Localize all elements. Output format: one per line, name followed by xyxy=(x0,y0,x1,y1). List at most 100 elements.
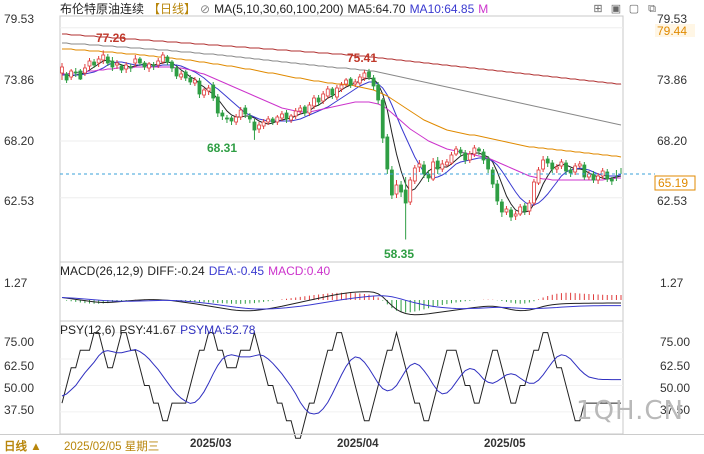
candle-body xyxy=(367,71,371,78)
candle-body xyxy=(192,79,197,84)
candle-body xyxy=(545,158,550,164)
period-toggle-button[interactable]: 日线 ▲ xyxy=(4,441,42,453)
candle-body xyxy=(275,116,280,123)
instrument-name: 布伦特原油连续 xyxy=(60,2,145,16)
bottom-bar: 日线 ▲ 2025/02/05 星期三 2025/03 2025/04 2025… xyxy=(0,434,704,454)
price-header: 布伦特原油连续 【日线】 ⊘ MA(5,10,30,60,100,200) MA5:64… xyxy=(60,1,492,17)
candle-body xyxy=(289,115,293,121)
month-label: 2025/05 xyxy=(484,438,526,450)
macd-left-tick: 1.27 xyxy=(4,276,28,290)
candle-body xyxy=(188,77,193,83)
more-indicator[interactable]: M xyxy=(478,2,489,16)
ma10-value: MA10:64.85 xyxy=(409,2,475,16)
candle-body xyxy=(293,110,298,117)
candle-body xyxy=(124,64,129,70)
candle-body xyxy=(426,173,431,179)
left-price-tick: 68.20 xyxy=(4,134,34,148)
candle-body xyxy=(252,121,257,131)
candle-body xyxy=(270,118,275,123)
candle-body xyxy=(243,107,248,115)
candle-body xyxy=(115,62,119,66)
annotation-high-2: 75.41 xyxy=(347,51,377,65)
candle-body xyxy=(247,115,252,120)
candle-body xyxy=(96,58,101,64)
candle-body xyxy=(371,77,376,87)
candle-body xyxy=(490,169,495,185)
candle-body xyxy=(522,205,527,212)
settings-gear-icon[interactable]: ⊘ xyxy=(200,2,211,16)
candle-body xyxy=(467,153,472,161)
psy-psyma-line xyxy=(61,348,621,415)
candle-body xyxy=(87,60,92,67)
candle-body xyxy=(142,62,147,68)
macd-dea: DEA:-0.45 xyxy=(208,264,265,278)
ma-line-ma200 xyxy=(62,33,621,85)
candle-body xyxy=(105,56,110,64)
macd-dea-line xyxy=(61,295,621,310)
candle-body xyxy=(513,213,518,217)
current-price-badge xyxy=(654,175,696,191)
candle-body xyxy=(64,73,69,81)
psy-psy-line xyxy=(61,330,621,439)
candle-body xyxy=(69,70,74,78)
candle-body xyxy=(573,165,578,173)
psy-right-tick: 75.00 xyxy=(660,335,690,349)
candle-body xyxy=(215,96,220,114)
candle-body xyxy=(449,154,454,164)
candle-body xyxy=(472,147,477,155)
right-top-badge-text: 79.44 xyxy=(657,24,687,38)
psy-layer xyxy=(60,330,623,439)
candle-body xyxy=(577,163,582,167)
month-label: 2025/03 xyxy=(190,438,232,450)
psyma-value: PSYMA:52.78 xyxy=(180,323,256,337)
candle-body xyxy=(417,163,422,168)
candle-body xyxy=(454,148,458,155)
left-price-tick: 79.53 xyxy=(4,12,34,26)
expand-icon[interactable]: ⊞ xyxy=(593,3,603,15)
candle-body xyxy=(335,87,339,98)
ma5-value: MA5:64.70 xyxy=(347,2,406,16)
candle-body xyxy=(509,209,513,218)
candle-body xyxy=(495,183,500,202)
psy-left-tick: 50.00 xyxy=(4,381,34,395)
candle-body xyxy=(385,136,390,170)
candle-body xyxy=(298,107,303,112)
psy-title: PSY(12,6) xyxy=(60,323,116,337)
window-icon[interactable]: ⧉ xyxy=(648,3,656,15)
candle-body xyxy=(284,112,289,120)
candle-body xyxy=(408,179,413,203)
candle-body xyxy=(435,160,440,170)
candle-body xyxy=(339,84,344,90)
candle-body xyxy=(266,118,271,123)
candle-body xyxy=(440,163,445,170)
right-price-tick: 62.53 xyxy=(657,194,687,208)
candle-body xyxy=(330,88,335,96)
annotation-low-1: 68.31 xyxy=(207,141,237,155)
psy-right-tick: 50.00 xyxy=(660,381,690,395)
candle-body xyxy=(325,88,330,97)
right-price-tick: 73.86 xyxy=(657,73,687,87)
candle-body xyxy=(362,72,367,79)
candle-body xyxy=(527,202,532,212)
candle-body xyxy=(229,117,234,122)
ma-line-ma30 xyxy=(62,66,621,181)
candle-body xyxy=(261,121,266,127)
candle-body xyxy=(101,54,106,61)
macd-value: MACD:0.40 xyxy=(268,264,331,278)
candle-body xyxy=(128,66,133,69)
left-price-tick: 73.86 xyxy=(4,73,34,87)
candle-body xyxy=(73,71,78,74)
watermark: 1QH.CN xyxy=(576,396,684,426)
right-price-tick: 79.53 xyxy=(657,12,687,26)
layout-icon[interactable]: ▣ xyxy=(610,3,622,15)
maximize-icon[interactable]: ▢ xyxy=(628,3,640,15)
candle-body xyxy=(609,178,614,182)
period-label[interactable]: 【日线】 xyxy=(148,2,197,16)
candle-body xyxy=(582,164,587,178)
candle-body xyxy=(147,63,151,69)
candle-body xyxy=(170,61,174,69)
candle-body xyxy=(422,164,426,175)
candle-body xyxy=(344,79,348,85)
